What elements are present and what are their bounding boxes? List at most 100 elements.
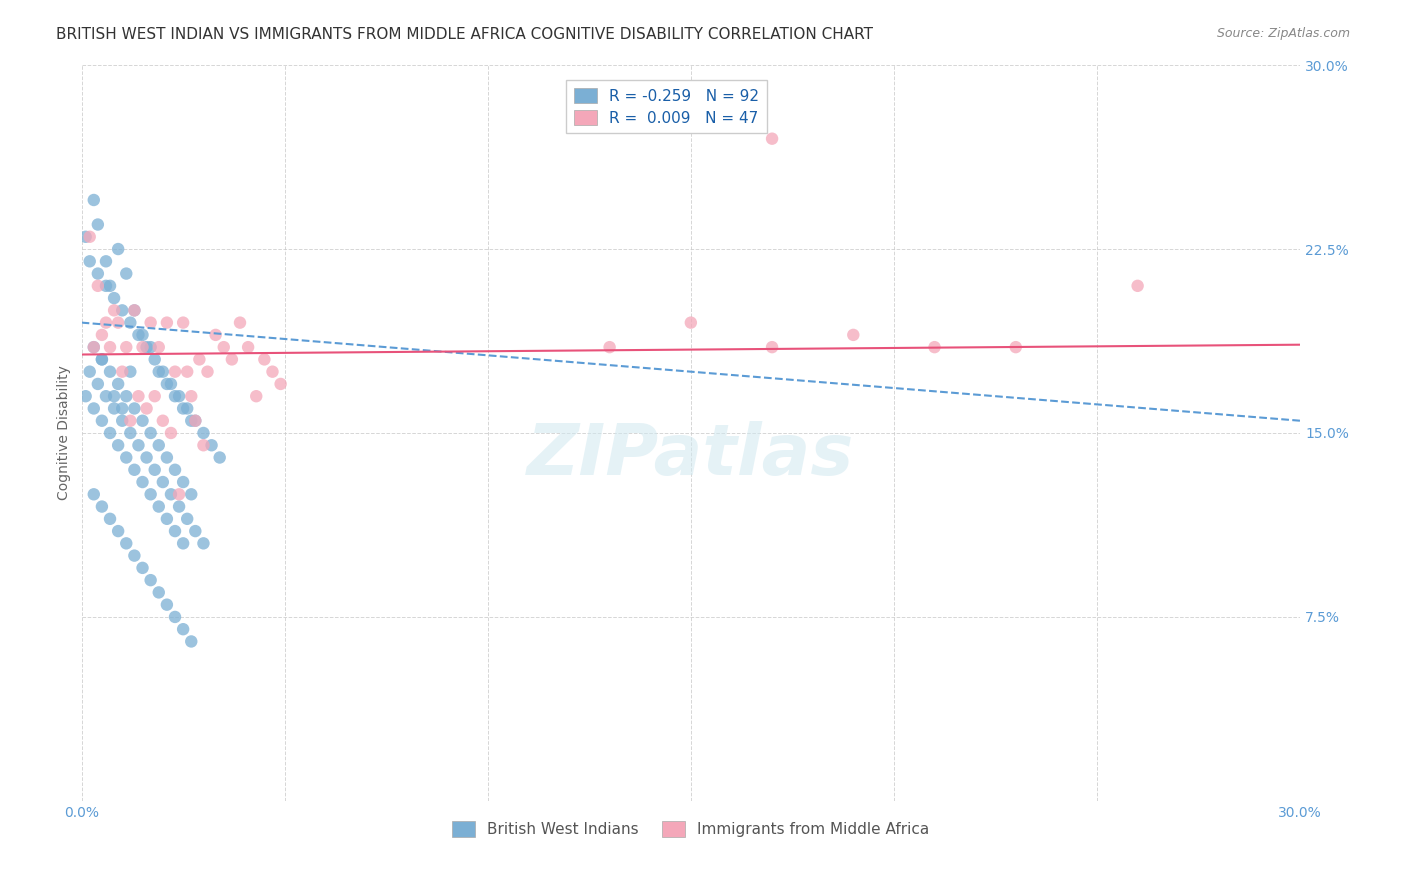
Point [124,463,146,477]
Point [120,316,142,330]
Point [115,389,138,403]
Point [200,438,222,452]
Point [87,267,110,281]
Point [90,352,112,367]
Point [156,450,179,465]
Point [148,500,170,514]
Point [111,401,134,416]
Point [98,340,121,354]
Point [167,500,190,514]
Point [184,414,207,428]
Point [87,278,110,293]
Point [94,278,117,293]
Point [270,376,292,391]
Legend: British West Indians, Immigrants from Middle Africa: British West Indians, Immigrants from Mi… [444,814,936,845]
Point [143,389,166,403]
Point [98,278,121,293]
Point [103,389,125,403]
Point [761,340,783,354]
Point [83,487,105,501]
Point [131,414,153,428]
Point [761,131,783,145]
Point [90,352,112,367]
Point [176,401,198,416]
Y-axis label: Cognitive Disability: Cognitive Disability [58,366,72,500]
Point [127,438,149,452]
Point [180,634,202,648]
Point [221,352,243,367]
Point [599,340,621,354]
Point [180,487,202,501]
Point [83,193,105,207]
Point [212,340,235,354]
Point [262,365,284,379]
Point [160,376,183,391]
Point [156,316,179,330]
Point [83,401,105,416]
Point [148,365,170,379]
Point [115,450,138,465]
Point [208,450,231,465]
Point [107,438,129,452]
Point [135,450,157,465]
Point [135,340,157,354]
Point [124,303,146,318]
Point [139,340,162,354]
Point [131,340,153,354]
Point [135,401,157,416]
Point [163,365,186,379]
Point [184,414,207,428]
Point [167,487,190,501]
Text: BRITISH WEST INDIAN VS IMMIGRANTS FROM MIDDLE AFRICA COGNITIVE DISABILITY CORREL: BRITISH WEST INDIAN VS IMMIGRANTS FROM M… [56,27,873,42]
Point [94,316,117,330]
Point [156,376,179,391]
Point [124,549,146,563]
Point [163,610,186,624]
Point [87,376,110,391]
Point [172,401,194,416]
Point [90,500,112,514]
Point [204,327,226,342]
Point [163,524,186,538]
Point [163,389,186,403]
Point [103,303,125,318]
Point [172,475,194,489]
Point [127,389,149,403]
Point [103,291,125,305]
Point [152,365,174,379]
Point [188,352,211,367]
Point [98,425,121,440]
Point [107,376,129,391]
Point [124,401,146,416]
Point [107,316,129,330]
Point [107,524,129,538]
Point [83,340,105,354]
Point [139,573,162,587]
Point [111,365,134,379]
Point [148,438,170,452]
Point [176,365,198,379]
Point [253,352,276,367]
Point [83,340,105,354]
Point [79,365,101,379]
Point [842,327,865,342]
Point [176,512,198,526]
Point [139,487,162,501]
Point [111,414,134,428]
Point [156,598,179,612]
Point [160,487,183,501]
Point [1004,340,1026,354]
Point [152,475,174,489]
Point [115,536,138,550]
Point [184,524,207,538]
Point [131,561,153,575]
Point [75,389,97,403]
Point [163,463,186,477]
Point [120,414,142,428]
Point [111,303,134,318]
Point [143,352,166,367]
Point [115,340,138,354]
Point [172,622,194,636]
Point [131,475,153,489]
Point [229,316,252,330]
